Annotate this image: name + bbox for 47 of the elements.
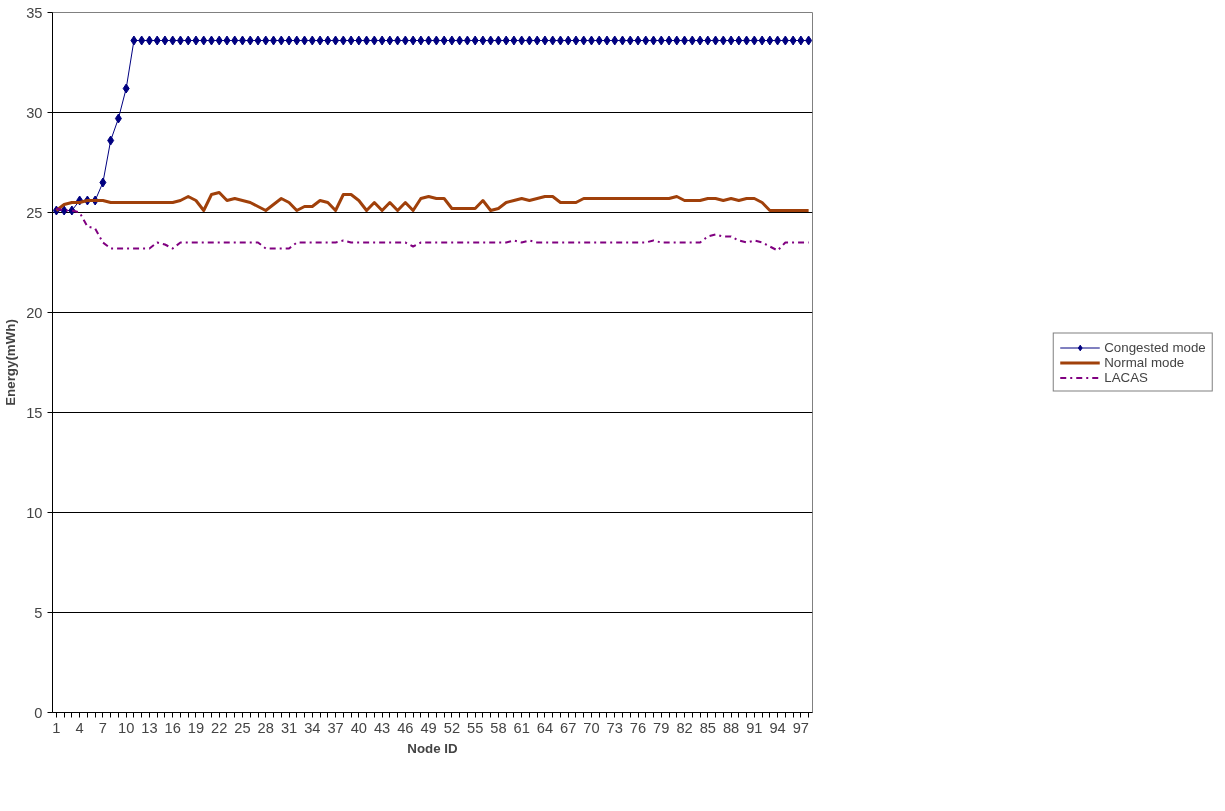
y-tick-label: 30 — [26, 104, 43, 121]
x-tick-label: 82 — [676, 719, 693, 736]
x-tick-label: 70 — [583, 719, 600, 736]
y-tick-label: 25 — [26, 204, 43, 221]
x-tick-label: 61 — [513, 719, 530, 736]
x-tick-label: 1 — [52, 719, 61, 736]
x-tick-label: 52 — [443, 719, 461, 736]
x-tick-label: 58 — [490, 719, 507, 736]
y-tick-label: 35 — [26, 4, 43, 21]
x-tick-label: 25 — [234, 719, 251, 736]
x-tick-label: 79 — [653, 719, 670, 736]
x-tick-label: 97 — [792, 719, 810, 736]
x-tick-label: 46 — [397, 719, 414, 736]
legend-label: Normal mode — [1104, 354, 1185, 370]
x-tick-label: 85 — [699, 719, 716, 736]
x-tick-label: 13 — [141, 719, 158, 736]
legend-label: Congested mode — [1104, 339, 1206, 355]
x-tick-label: 91 — [746, 719, 763, 736]
x-tick-label: 64 — [536, 719, 554, 736]
y-axis-title: Energy(mWh) — [3, 319, 19, 406]
x-tick-label: 76 — [629, 719, 647, 736]
x-tick-label: 88 — [722, 719, 740, 736]
x-tick-label: 73 — [606, 719, 623, 736]
x-tick-label: 31 — [280, 719, 298, 736]
y-tick-label: 0 — [34, 704, 43, 721]
x-tick-label: 16 — [164, 719, 181, 736]
x-tick-label: 34 — [304, 719, 321, 736]
x-tick-label: 37 — [327, 719, 344, 736]
x-tick-label: 10 — [118, 719, 135, 736]
x-tick-label: 22 — [211, 719, 228, 736]
y-tick-label: 20 — [26, 304, 43, 321]
x-tick-label: 94 — [769, 719, 786, 736]
y-tick-label: 10 — [26, 504, 43, 521]
x-tick-label: 67 — [560, 719, 577, 736]
line-series — [55, 207, 810, 252]
x-tick-label: 40 — [350, 719, 367, 736]
y-tick-label: 5 — [34, 604, 43, 621]
x-axis-title: Node ID — [407, 740, 459, 756]
y-tick-label: 15 — [26, 404, 43, 421]
legend-label: LACAS — [1104, 369, 1148, 385]
x-tick-label: 49 — [420, 719, 437, 736]
x-tick-label: 19 — [187, 719, 205, 736]
x-tick-label: 55 — [467, 719, 484, 736]
x-tick-label: 4 — [75, 719, 84, 736]
x-tick-label: 43 — [373, 719, 391, 736]
x-tick-label: 7 — [98, 719, 107, 736]
x-tick-label: 28 — [257, 719, 274, 736]
